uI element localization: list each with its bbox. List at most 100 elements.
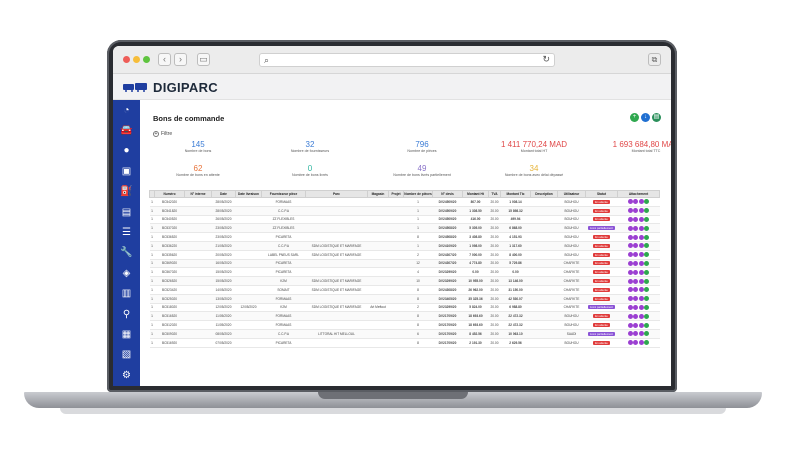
table-row[interactable]: 1 BC516920 07/05/2020 PICARETA 8 DV21709/20 2 … [149,338,660,348]
validate-icon[interactable] [644,296,650,302]
validate-icon[interactable] [644,252,650,258]
attach-icon[interactable] [638,331,644,337]
map-pin-icon[interactable]: ⚲ [122,308,131,320]
filter-toggle[interactable]: + Filtre [153,131,172,137]
edit-icon[interactable] [633,199,639,205]
attach-icon[interactable] [638,322,644,328]
column-header[interactable]: N° devis [432,190,463,198]
tabs-overview-icon[interactable]: ⧉ [648,53,661,66]
edit-icon[interactable] [633,243,639,249]
table-row[interactable]: 1 BC536220 21/05/2020 C.C.P.A SDM LOGISTIQUE… [149,241,660,251]
edit-icon[interactable] [633,269,639,275]
edit-icon[interactable] [633,322,639,328]
attach-icon[interactable] [638,199,644,205]
view-icon[interactable] [627,225,633,231]
document-icon[interactable]: ▤ [121,206,132,218]
file-icon[interactable]: ▧ [121,349,132,361]
fuel-icon[interactable]: ⛽ [120,186,133,198]
table-row[interactable]: 1 BC509020 08/05/2020 C.C.P.A LITTORAL HIT M… [149,329,660,339]
add-button[interactable]: + [630,113,639,122]
validate-icon[interactable] [644,199,650,205]
table-row[interactable]: 1 BC541820 28/05/2020 C.C.P.A 1 DV24509/20 1 3… [149,206,660,216]
truck-icon[interactable]: ▦ [121,328,132,340]
list-icon[interactable]: ☰ [122,227,131,239]
view-icon[interactable] [627,252,633,258]
column-header[interactable]: Magasin [367,190,389,198]
edit-icon[interactable] [633,216,639,222]
view-icon[interactable] [627,243,633,249]
back-icon[interactable]: ‹ [158,53,171,66]
edit-icon[interactable] [633,208,639,214]
column-header[interactable]: Fournisseur pièce [261,190,306,198]
column-header[interactable]: Attachement [617,190,660,198]
layers-icon[interactable]: ◈ [122,267,131,279]
reload-icon[interactable]: ↻ [542,54,550,64]
edit-icon[interactable] [633,225,639,231]
validate-icon[interactable] [644,287,650,293]
validate-icon[interactable] [644,322,650,328]
user-icon[interactable]: ● [123,145,130,157]
column-header[interactable]: Date [211,190,236,198]
close-window-button[interactable] [123,56,130,63]
validate-icon[interactable] [644,243,650,249]
validate-icon[interactable] [644,260,650,266]
table-row[interactable]: 1 BC567020 15/05/2020 PICARETA 4 DV23299/20 0.… [149,267,660,278]
validate-icon[interactable] [644,331,650,337]
validate-icon[interactable] [644,313,650,319]
edit-icon[interactable] [633,331,639,337]
view-icon[interactable] [627,260,633,266]
gear-icon[interactable]: ⚙ [122,369,131,381]
table-row[interactable]: 1 BC525020 13/05/2020 FORMAAS 8 DV23405/20 35 … [149,294,660,304]
view-icon[interactable] [627,296,633,302]
attach-icon[interactable] [638,269,644,275]
print-button[interactable]: ▤ [652,113,661,122]
wrench-icon[interactable]: 🔧 [120,247,133,259]
address-bar[interactable]: ⌕ ↻ [259,53,555,67]
table-row[interactable]: 1 BC535620 20/05/2020 LABEL PNEUS SARL SDM L… [149,250,660,260]
edit-icon[interactable] [633,278,639,284]
validate-icon[interactable] [644,216,650,222]
attach-icon[interactable] [638,260,644,266]
export-button[interactable]: ↓ [641,113,650,122]
validate-icon[interactable] [644,225,650,231]
bus-icon[interactable]: ▣ [121,165,132,177]
table-row[interactable]: 1 BC537020 23/05/2020 ZZ FLEXIBLES 1 DV24508/… [149,223,660,234]
validate-icon[interactable] [644,278,650,284]
attach-icon[interactable] [638,313,644,319]
column-header[interactable]: Projet [388,190,404,198]
attach-icon[interactable] [638,208,644,214]
column-header[interactable]: Numéro [154,190,185,198]
dashboard-icon[interactable]: ◔ [123,104,130,116]
view-icon[interactable] [627,304,633,310]
attach-icon[interactable] [638,304,644,310]
view-icon[interactable] [627,287,633,293]
edit-icon[interactable] [633,234,639,240]
attach-icon[interactable] [638,234,644,240]
view-icon[interactable] [627,234,633,240]
table-row[interactable]: 1 BC518020 12/05/2020 12/05/2020 K2M SDM LOGI… [149,303,660,313]
edit-icon[interactable] [633,252,639,258]
attach-icon[interactable] [638,225,644,231]
forward-icon[interactable]: › [174,53,187,66]
table-row[interactable]: 1 BC542020 28/05/2020 FORMAAS 1 DV24509/20 807… [149,197,660,207]
building-icon[interactable]: ▥ [121,288,132,300]
column-header[interactable]: Description [530,190,558,198]
validate-icon[interactable] [644,340,650,346]
table-row[interactable]: 1 BC569020 16/05/2020 PICARETA 12 DV24307/20 4… [149,259,660,269]
view-icon[interactable] [627,278,633,284]
edit-icon[interactable] [633,313,639,319]
table-row[interactable]: 1 BC526520 15/05/2020 K2M SDM LOGISTIQUE ET … [149,276,660,286]
view-icon[interactable] [627,216,633,222]
view-icon[interactable] [627,331,633,337]
table-row[interactable]: 1 BC540520 26/05/2020 ZZ FLEXIBLES 1 DV24509/… [149,215,660,225]
validate-icon[interactable] [644,269,650,275]
attach-icon[interactable] [638,296,644,302]
attach-icon[interactable] [638,243,644,249]
column-header[interactable]: Nombre de pièces [403,190,433,198]
attach-icon[interactable] [638,252,644,258]
attach-icon[interactable] [638,287,644,293]
validate-icon[interactable] [644,208,650,214]
edit-icon[interactable] [633,304,639,310]
maximize-window-button[interactable] [143,56,150,63]
view-icon[interactable] [627,313,633,319]
